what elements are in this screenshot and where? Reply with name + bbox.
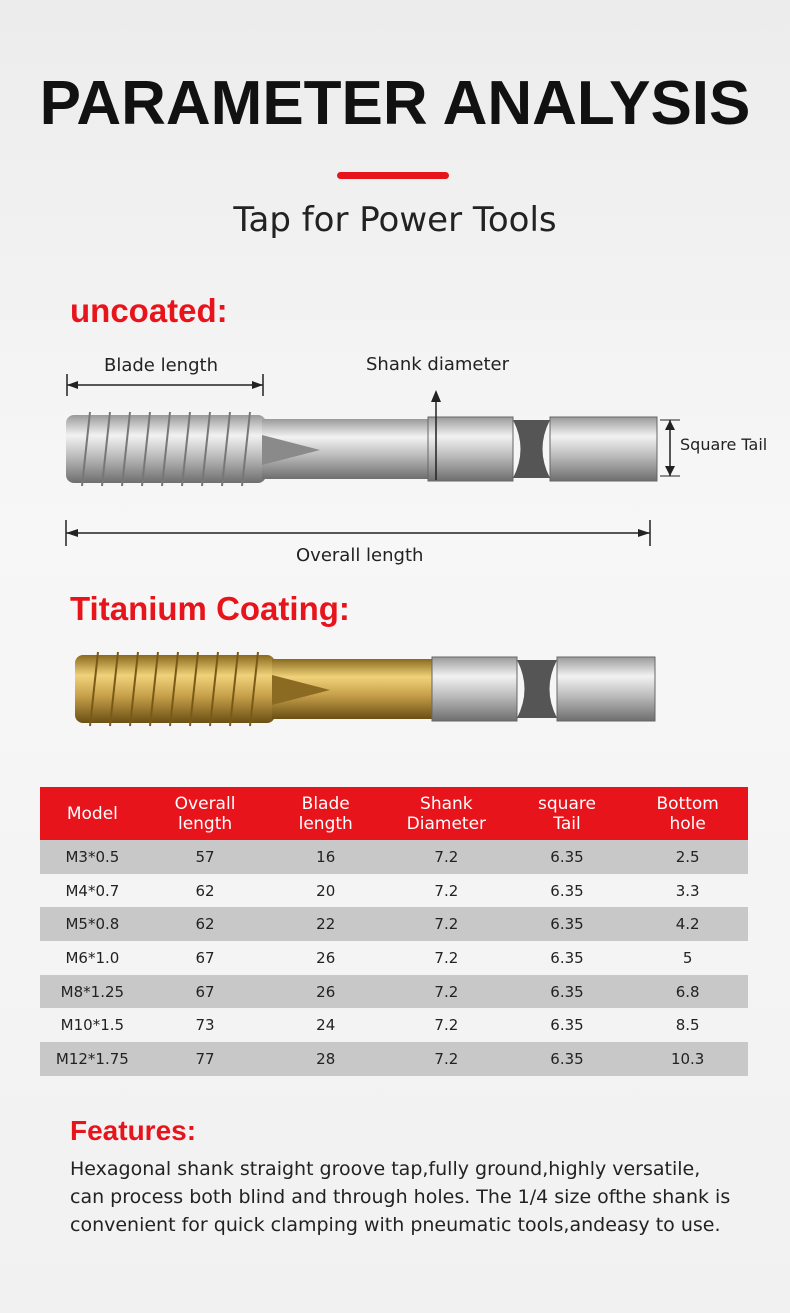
title: PARAMETER ANALYSIS	[39, 69, 751, 138]
table-cell: 4.2	[627, 907, 748, 942]
table-cell: 28	[265, 1042, 387, 1076]
column-header: Overall length	[144, 787, 266, 840]
table-header: Model Overall length Blade length Shank Dia…	[40, 787, 748, 840]
table-cell: 6.35	[506, 907, 628, 942]
table-cell: 24	[316, 1016, 336, 1035]
table-row: M5*0.8 62 22 7.2 6.35 4.2	[40, 907, 748, 942]
table-cell: 7.2	[434, 881, 459, 900]
table-cell: M4*0.7	[65, 881, 120, 900]
table-cell: 7.2	[386, 974, 507, 1009]
label: Shank diameter	[366, 354, 510, 375]
table-cell: 7.2	[386, 907, 507, 942]
features-line: can process both blind and through holes…	[70, 1186, 731, 1208]
table-cell: 6.8	[627, 974, 748, 1009]
table-cell: 7.2	[386, 1042, 507, 1076]
tap-image	[75, 651, 656, 727]
column-header-text: Model	[66, 803, 118, 824]
column-header-text: Bottom hole	[656, 793, 719, 834]
section-heading: Features:	[70, 1115, 197, 1146]
table-row: M8*1.25 67 26 7.2 6.35 6.8	[40, 974, 748, 1009]
table-cell: 6.35	[506, 1042, 628, 1076]
table-cell: 62	[195, 881, 215, 900]
table-cell: 62	[144, 907, 266, 942]
table-cell: 7.2	[434, 1016, 459, 1035]
table-cell: 3.3	[675, 881, 700, 900]
section-heading: Titanium Coating:	[70, 590, 350, 627]
column-header-text: Overall length	[174, 793, 236, 834]
table-cell: 6.35	[550, 1016, 584, 1035]
table-cell: 67	[195, 948, 215, 967]
table-cell: 67	[144, 974, 266, 1009]
table-cell: 10.3	[627, 1042, 748, 1076]
label: Blade length	[104, 355, 218, 376]
table-cell: 16	[265, 840, 387, 874]
table-cell: 2.5	[627, 840, 748, 874]
table-cell: 6.35	[550, 881, 584, 900]
column-header: Blade length	[265, 787, 387, 840]
features-line: convenient for quick clamping with pneum…	[70, 1214, 721, 1236]
table-body: M3*0.5 57 16 7.2 6.35 2.5 M4*0.7 62 20 7.2 6.35 3.3…	[40, 840, 748, 1076]
table-cell: 7.2	[434, 948, 459, 967]
table-cell: 6.35	[506, 840, 628, 874]
table-cell: 7.2	[386, 840, 507, 874]
column-header-text: Shank Diameter	[406, 793, 487, 834]
column-header: Model	[40, 787, 145, 840]
column-header: Shank Diameter	[386, 787, 507, 840]
features-text: Hexagonal shank straight groove tap,full…	[70, 1155, 730, 1239]
label: Overall length	[296, 545, 424, 566]
tap-diagram	[65, 374, 680, 546]
column-header-text: square Tail	[538, 793, 596, 834]
section-heading: uncoated:	[70, 292, 228, 329]
subtitle: Tap for Power Tools	[233, 200, 557, 240]
column-header-text: Blade length	[298, 793, 353, 834]
table-cell: 26	[265, 974, 387, 1009]
table-row: M12*1.75 77 28 7.2 6.35 10.3	[40, 1042, 748, 1076]
parameter-table: Model Overall length Blade length Shank Dia…	[40, 787, 748, 1076]
table-cell: 57	[144, 840, 266, 874]
table-cell: 5	[682, 948, 693, 967]
label: Square Tail	[680, 435, 768, 454]
table-cell: M3*0.5	[40, 840, 145, 874]
table-cell: 20	[316, 881, 336, 900]
table-cell: 8.5	[675, 1016, 700, 1035]
table-cell: 26	[316, 948, 336, 967]
table-row: M6*1.0 67 26 7.2 6.35 5	[40, 941, 748, 975]
table-cell: M6*1.0	[65, 948, 120, 967]
table-cell: M5*0.8	[40, 907, 145, 942]
table-cell: M10*1.5	[60, 1016, 125, 1035]
table-row: M4*0.7 62 20 7.2 6.35 3.3	[40, 874, 748, 908]
table-row: M10*1.5 73 24 7.2 6.35 8.5	[40, 1008, 748, 1042]
table-cell: 22	[265, 907, 387, 942]
table-cell: 6.35	[506, 974, 628, 1009]
table-cell: 77	[144, 1042, 266, 1076]
table-row: M3*0.5 57 16 7.2 6.35 2.5	[40, 840, 748, 874]
divider	[337, 172, 449, 179]
column-header: square Tail	[506, 787, 628, 840]
table-cell: M8*1.25	[40, 974, 145, 1009]
table-cell: 73	[195, 1016, 215, 1035]
column-header: Bottom hole	[627, 787, 748, 840]
features-line: Hexagonal shank straight groove tap,full…	[70, 1158, 701, 1180]
table-cell: 6.35	[550, 948, 584, 967]
table-cell: M12*1.75	[40, 1042, 145, 1076]
